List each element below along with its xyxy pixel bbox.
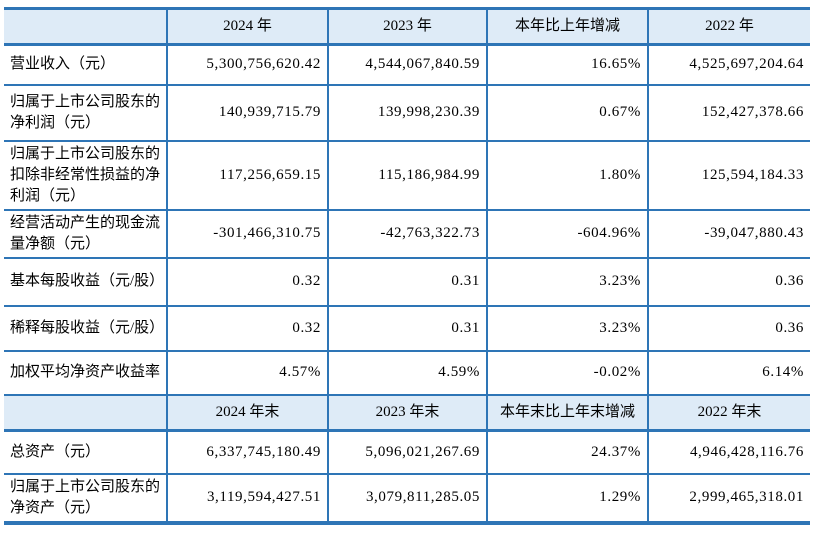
value-2024: 3,119,594,427.51 — [166, 472, 329, 525]
value-2023: 4.59% — [327, 349, 488, 396]
value-change: 3.23% — [486, 304, 649, 352]
col-header-2022-end: 2022 年末 — [647, 393, 810, 432]
col-header-2023: 2023 年 — [327, 7, 488, 46]
row-label: 加权平均净资产收益率 — [4, 349, 168, 396]
value-2023: 115,186,984.99 — [327, 139, 488, 211]
col-header-2022: 2022 年 — [647, 7, 810, 46]
table-row-net-assets: 归属于上市公司股东的净资产（元） 3,119,594,427.51 3,079,… — [4, 472, 810, 525]
row-label: 基本每股收益（元/股） — [4, 256, 168, 307]
value-2022: 2,999,465,318.01 — [647, 472, 810, 525]
value-change: 24.37% — [486, 429, 649, 475]
value-2024: 0.32 — [166, 256, 329, 307]
col-header-yoy-change: 本年比上年增减 — [486, 7, 649, 46]
value-2022: 4,525,697,204.64 — [647, 43, 810, 86]
value-2023: 0.31 — [327, 256, 488, 307]
corner-cell — [4, 393, 168, 432]
value-2024: 0.32 — [166, 304, 329, 352]
value-change: 0.67% — [486, 83, 649, 142]
col-header-end-change: 本年末比上年末增减 — [486, 393, 649, 432]
value-2024: 140,939,715.79 — [166, 83, 329, 142]
value-2022: 6.14% — [647, 349, 810, 396]
table-row-diluted-eps: 稀释每股收益（元/股） 0.32 0.31 3.23% 0.36 — [4, 304, 810, 352]
annual-header-row: 2024 年 2023 年 本年比上年增减 2022 年 — [4, 7, 810, 46]
row-label: 稀释每股收益（元/股） — [4, 304, 168, 352]
col-header-2024-end: 2024 年末 — [166, 393, 329, 432]
table-row-weighted-roe: 加权平均净资产收益率 4.57% 4.59% -0.02% 6.14% — [4, 349, 810, 396]
row-label: 归属于上市公司股东的扣除非经常性损益的净利润（元） — [4, 139, 168, 211]
value-change: -604.96% — [486, 208, 649, 259]
row-label: 营业收入（元） — [4, 43, 168, 86]
value-2023: 4,544,067,840.59 — [327, 43, 488, 86]
value-2022: 0.36 — [647, 256, 810, 307]
col-header-2023-end: 2023 年末 — [327, 393, 488, 432]
financial-summary-table: 2024 年 2023 年 本年比上年增减 2022 年 营业收入（元） 5,3… — [4, 7, 810, 525]
value-change: 1.80% — [486, 139, 649, 211]
table-row-basic-eps: 基本每股收益（元/股） 0.32 0.31 3.23% 0.36 — [4, 256, 810, 307]
value-2022: 152,427,378.66 — [647, 83, 810, 142]
table-row-net-profit-excl-nonrecurring: 归属于上市公司股东的扣除非经常性损益的净利润（元） 117,256,659.15… — [4, 139, 810, 211]
value-2023: 0.31 — [327, 304, 488, 352]
value-2022: 125,594,184.33 — [647, 139, 810, 211]
corner-cell — [4, 7, 168, 46]
value-2024: 5,300,756,620.42 — [166, 43, 329, 86]
value-2024: -301,466,310.75 — [166, 208, 329, 259]
period-end-header-row: 2024 年末 2023 年末 本年末比上年末增减 2022 年末 — [4, 393, 810, 432]
value-2023: 5,096,021,267.69 — [327, 429, 488, 475]
value-change: 16.65% — [486, 43, 649, 86]
value-2024: 117,256,659.15 — [166, 139, 329, 211]
row-label: 归属于上市公司股东的净资产（元） — [4, 472, 168, 525]
table-row-revenue: 营业收入（元） 5,300,756,620.42 4,544,067,840.5… — [4, 43, 810, 86]
value-2023: -42,763,322.73 — [327, 208, 488, 259]
value-2023: 3,079,811,285.05 — [327, 472, 488, 525]
value-2022: 0.36 — [647, 304, 810, 352]
row-label: 总资产（元） — [4, 429, 168, 475]
table-row-net-profit: 归属于上市公司股东的净利润（元） 140,939,715.79 139,998,… — [4, 83, 810, 142]
table-row-operating-cash-flow: 经营活动产生的现金流量净额（元） -301,466,310.75 -42,763… — [4, 208, 810, 259]
value-2023: 139,998,230.39 — [327, 83, 488, 142]
value-change: -0.02% — [486, 349, 649, 396]
value-change: 3.23% — [486, 256, 649, 307]
value-2024: 4.57% — [166, 349, 329, 396]
value-2022: 4,946,428,116.76 — [647, 429, 810, 475]
value-2024: 6,337,745,180.49 — [166, 429, 329, 475]
col-header-2024: 2024 年 — [166, 7, 329, 46]
row-label: 经营活动产生的现金流量净额（元） — [4, 208, 168, 259]
value-2022: -39,047,880.43 — [647, 208, 810, 259]
row-label: 归属于上市公司股东的净利润（元） — [4, 83, 168, 142]
value-change: 1.29% — [486, 472, 649, 525]
table-row-total-assets: 总资产（元） 6,337,745,180.49 5,096,021,267.69… — [4, 429, 810, 475]
